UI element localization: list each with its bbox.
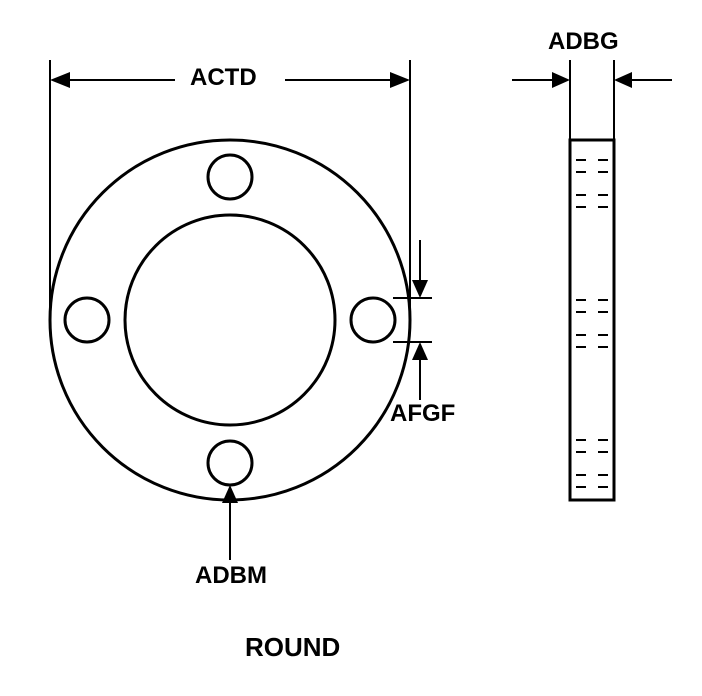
title: ROUND <box>245 632 340 663</box>
dim-adbg <box>512 60 672 140</box>
label-adbm: ADBM <box>195 562 267 590</box>
dim-adbm <box>222 485 238 560</box>
front-view <box>50 140 410 500</box>
label-afgf: AFGF <box>390 400 455 428</box>
bolt-hole-right <box>351 298 395 342</box>
outer-circle <box>50 140 410 500</box>
side-view <box>570 140 614 500</box>
label-adbg: ADBG <box>548 28 619 56</box>
inner-circle <box>125 215 335 425</box>
diagram-svg <box>0 0 702 696</box>
hidden-lines <box>576 160 608 487</box>
bolt-hole-top <box>208 155 252 199</box>
dim-afgf <box>393 240 432 400</box>
label-actd: ACTD <box>190 64 257 92</box>
bolt-hole-left <box>65 298 109 342</box>
bolt-hole-bottom <box>208 441 252 485</box>
